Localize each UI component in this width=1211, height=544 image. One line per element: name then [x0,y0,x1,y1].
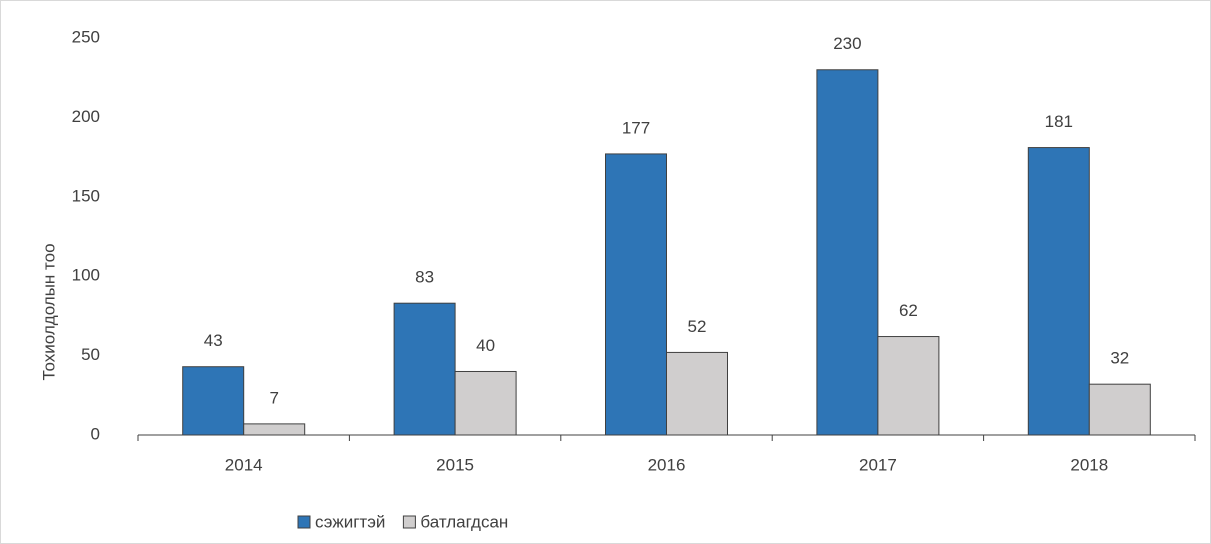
x-tick-label: 2015 [436,455,474,474]
bar [1088,383,1151,436]
y-tick-label: 100 [72,266,100,285]
data-label: 52 [688,317,707,336]
x-tick-label: 2016 [648,455,686,474]
legend-label: сэжигтэй [315,512,385,531]
bar [666,351,728,436]
y-tick-label: 50 [81,345,100,364]
y-tick-label: 200 [72,107,100,126]
legend-label: батлагдсан [420,512,508,531]
x-tick-label: 2018 [1070,455,1108,474]
data-label: 32 [1110,349,1129,368]
y-axis-label: Тохиолдолын тоо [39,243,58,380]
legend-swatch [297,515,311,529]
data-label: 40 [476,336,495,355]
data-label: 83 [415,268,434,287]
bar [605,153,667,436]
bar [1027,147,1090,436]
legend-swatch [402,515,416,529]
x-tick-label: 2017 [859,455,897,474]
y-tick-label: 150 [72,186,100,205]
bar [243,423,306,436]
data-label: 43 [204,331,223,350]
bar [182,366,245,436]
data-label: 7 [269,388,278,407]
data-label: 230 [833,34,861,53]
y-tick-label: 250 [72,27,100,46]
bar [877,336,940,436]
bar [816,69,879,436]
data-label: 177 [622,118,650,137]
x-tick-label: 2014 [225,455,263,474]
data-label: 181 [1045,112,1073,131]
data-label: 62 [899,301,918,320]
bar [393,302,456,436]
y-tick-label: 0 [91,424,100,443]
bar [454,370,517,436]
